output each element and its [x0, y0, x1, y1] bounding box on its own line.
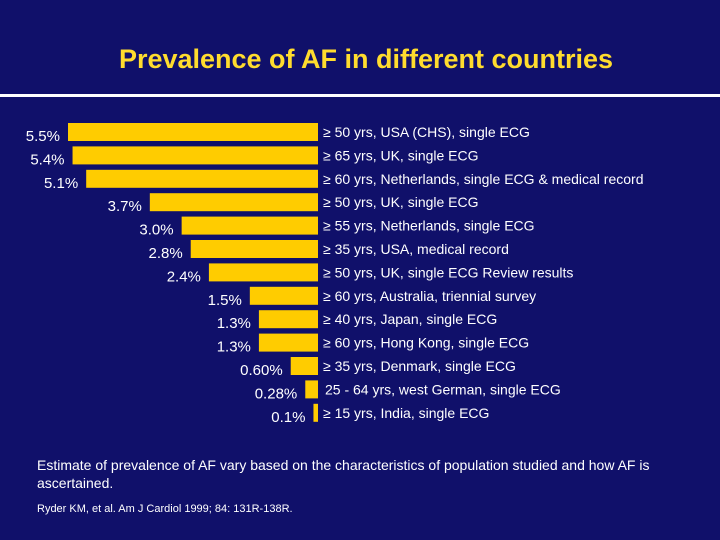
value-label-10: 0.60%: [240, 362, 283, 379]
value-label-1: 5.4%: [30, 151, 64, 168]
category-label-12: ≥ 15 yrs, India, single ECG: [323, 405, 489, 421]
category-label-5: ≥ 35 yrs, USA, medical record: [323, 241, 509, 257]
bar-6: [208, 263, 318, 282]
value-label-7: 1.5%: [208, 292, 242, 309]
bar-0: [68, 123, 318, 141]
bar-8: [258, 310, 318, 329]
value-label-11: 0.28%: [255, 385, 298, 402]
category-label-8: ≥ 40 yrs, Japan, single ECG: [323, 311, 497, 327]
prevalence-bar-chart: 5.5% ≥ 50 yrs, USA (CHS), single ECG 5.4% ≥…: [26, 123, 643, 426]
title-divider: [0, 94, 720, 97]
value-label-8: 1.3%: [217, 315, 251, 332]
value-label-9: 1.3%: [217, 339, 251, 356]
value-label-5: 2.8%: [149, 245, 183, 262]
value-label-12: 0.1%: [271, 409, 305, 426]
category-label-11: 25 - 64 yrs, west German, single ECG: [325, 381, 561, 397]
bar-12: [313, 403, 318, 422]
bar-9: [258, 333, 318, 352]
footnote: Estimate of prevalence of AF vary based …: [37, 457, 650, 491]
category-label-6: ≥ 50 yrs, UK, single ECG Review results: [323, 264, 573, 280]
value-label-6: 2.4%: [167, 268, 201, 285]
category-label-9: ≥ 60 yrs, Hong Kong, single ECG: [323, 335, 529, 351]
bar-4: [181, 216, 318, 235]
category-label-2: ≥ 60 yrs, Netherlands, single ECG & medi…: [323, 171, 643, 187]
bar-10: [290, 357, 318, 375]
bar-7: [249, 286, 318, 305]
value-label-3: 3.7%: [108, 198, 142, 215]
category-label-0: ≥ 50 yrs, USA (CHS), single ECG: [323, 124, 530, 140]
category-label-10: ≥ 35 yrs, Denmark, single ECG: [323, 358, 516, 374]
citation: Ryder KM, et al. Am J Cardiol 1999; 84: …: [37, 503, 293, 515]
bar-3: [149, 193, 318, 212]
category-label-7: ≥ 60 yrs, Australia, triennial survey: [323, 288, 536, 304]
value-label-0: 5.5%: [26, 128, 60, 145]
category-label-4: ≥ 55 yrs, Netherlands, single ECG: [323, 218, 535, 234]
bar-1: [72, 146, 318, 165]
bar-2: [86, 169, 318, 188]
category-label-3: ≥ 50 yrs, UK, single ECG: [323, 194, 479, 210]
slide-title: Prevalence of AF in different countries: [118, 44, 614, 74]
bar-5: [190, 240, 318, 258]
bar-11: [305, 380, 318, 399]
category-label-1: ≥ 65 yrs, UK, single ECG: [323, 147, 479, 163]
value-label-2: 5.1%: [44, 175, 78, 192]
value-label-4: 3.0%: [139, 222, 173, 239]
